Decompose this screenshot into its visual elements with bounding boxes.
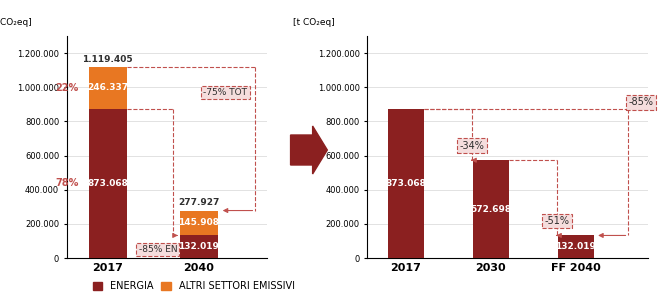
Text: 1.119.405: 1.119.405 — [82, 55, 133, 64]
Text: 246.337: 246.337 — [88, 83, 128, 92]
Bar — [180, 211, 218, 236]
Bar — [180, 236, 218, 258]
Text: 132.019: 132.019 — [555, 242, 596, 251]
Text: -85% EN: -85% EN — [138, 245, 177, 254]
Legend: ENERGIA, ALTRI SETTORI EMISSIVI: ENERGIA, ALTRI SETTORI EMISSIVI — [89, 278, 299, 295]
Text: -51%: -51% — [544, 216, 570, 226]
Y-axis label: [t CO₂eq]: [t CO₂eq] — [293, 18, 335, 27]
Text: 132.019: 132.019 — [178, 242, 219, 251]
Text: 78%: 78% — [55, 178, 79, 188]
Bar — [558, 236, 594, 258]
Text: 277.927: 277.927 — [178, 199, 220, 208]
Bar — [473, 160, 508, 258]
Text: -85%: -85% — [629, 97, 653, 107]
Y-axis label: [t CO₂eq]: [t CO₂eq] — [0, 18, 31, 27]
Text: -34%: -34% — [460, 141, 484, 151]
Bar — [388, 109, 424, 258]
Text: 572.698: 572.698 — [470, 205, 511, 214]
Bar — [89, 67, 127, 109]
Text: 873.068: 873.068 — [385, 179, 426, 188]
Text: 145.908: 145.908 — [178, 218, 219, 227]
Text: -75% TOT: -75% TOT — [204, 88, 247, 97]
Bar — [89, 109, 127, 258]
Text: 22%: 22% — [55, 83, 79, 93]
Text: 873.068: 873.068 — [88, 179, 128, 188]
